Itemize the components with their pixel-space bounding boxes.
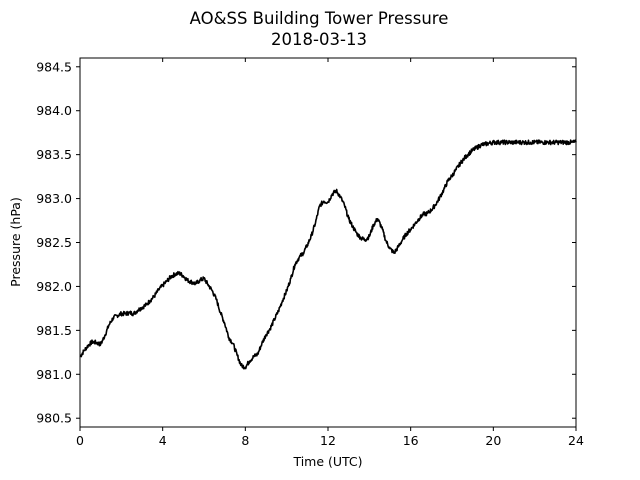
pressure-series-line xyxy=(79,139,577,370)
y-tick-label: 981.0 xyxy=(36,367,72,382)
y-tick-label: 982.0 xyxy=(36,279,72,294)
x-tick-label: 20 xyxy=(485,433,501,448)
plot-frame xyxy=(79,57,577,428)
x-tick-label: 0 xyxy=(76,433,84,448)
y-tick-label: 982.5 xyxy=(36,235,72,250)
y-tick-label: 984.5 xyxy=(36,59,72,74)
x-axis-label: Time (UTC) xyxy=(292,454,362,469)
y-tick-label: 983.0 xyxy=(36,191,72,206)
x-tick-label: 8 xyxy=(241,433,249,448)
y-tick-label: 984.0 xyxy=(36,103,72,118)
chart-subtitle: 2018-03-13 xyxy=(271,30,367,49)
x-axis-ticks: 0 4 8 12 16 20 24 xyxy=(76,58,584,448)
x-tick-label: 16 xyxy=(403,433,419,448)
y-axis-ticks: 980.5 981.0 981.5 982.0 982.5 983.0 983.5 984.0… xyxy=(36,59,576,426)
x-tick-label: 4 xyxy=(159,433,167,448)
y-axis-label: Pressure (hPa) xyxy=(8,197,23,287)
chart-title: AO&SS Building Tower Pressure xyxy=(190,9,449,28)
y-tick-label: 981.5 xyxy=(36,323,72,338)
y-tick-label: 980.5 xyxy=(36,411,72,426)
y-tick-label: 983.5 xyxy=(36,147,72,162)
x-tick-label: 12 xyxy=(320,433,336,448)
x-tick-label: 24 xyxy=(568,433,584,448)
